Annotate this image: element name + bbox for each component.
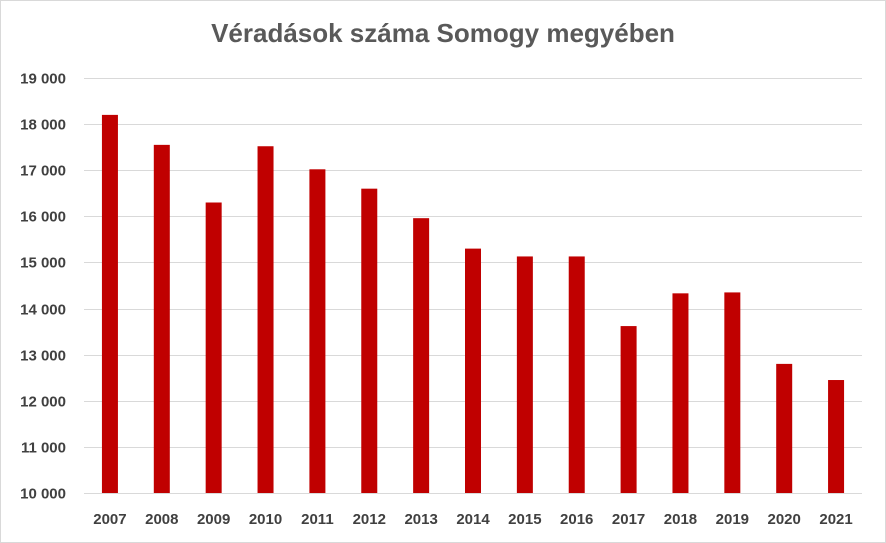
x-tick-label: 2008 — [145, 511, 178, 528]
x-tick-label: 2020 — [768, 511, 801, 528]
x-tick-label: 2018 — [664, 511, 697, 528]
y-tick-label: 11 000 — [21, 440, 66, 457]
y-tick-label: 16 000 — [20, 209, 66, 226]
bar-2021 — [828, 380, 845, 493]
x-tick-label: 2017 — [612, 511, 645, 528]
y-tick-label: 18 000 — [20, 117, 66, 134]
chart-title: Véradások száma Somogy megyében — [211, 18, 675, 48]
y-tick-label: 15 000 — [20, 255, 66, 272]
x-tick-label: 2010 — [249, 511, 282, 528]
x-tick-label: 2009 — [197, 511, 230, 528]
bar-2007 — [101, 114, 118, 493]
bar-2012 — [361, 188, 378, 493]
bar-2014 — [465, 248, 481, 493]
x-tick-label: 2021 — [819, 511, 852, 528]
x-tick-label: 2015 — [508, 511, 541, 528]
x-tick-label: 2012 — [353, 511, 386, 528]
x-tick-label: 2016 — [560, 511, 593, 528]
y-tick-label: 13 000 — [20, 348, 66, 365]
y-tick-label: 14 000 — [20, 302, 66, 319]
x-axis-tick-labels: 2007 2008 2009 2010 2011 2012 2013 2014 2015 2016… — [93, 511, 853, 528]
bar-2008 — [153, 144, 170, 493]
x-tick-label: 2014 — [456, 511, 490, 528]
y-tick-label: 17 000 — [20, 163, 66, 180]
bar-2011 — [309, 169, 326, 494]
bar-2009 — [205, 202, 222, 493]
bar-2017 — [620, 326, 637, 493]
bar-2016 — [568, 256, 585, 493]
x-tick-label: 2011 — [301, 511, 334, 528]
bar-2015 — [516, 256, 533, 493]
bars — [101, 114, 845, 494]
bar-2018 — [672, 293, 689, 493]
y-tick-label: 12 000 — [20, 394, 66, 411]
x-tick-label: 2019 — [716, 511, 749, 528]
y-tick-label: 19 000 — [20, 71, 66, 88]
bar-2010 — [257, 146, 274, 493]
bar-2020 — [776, 363, 793, 493]
bar-2013 — [413, 218, 430, 493]
y-axis-tick-labels: 10 000 11 000 12 000 13 000 14 000 15 000 16 0… — [20, 71, 66, 503]
y-tick-label: 10 000 — [20, 486, 66, 503]
x-tick-label: 2013 — [404, 511, 437, 528]
x-tick-label: 2007 — [93, 511, 126, 528]
bar-2019 — [724, 292, 741, 493]
